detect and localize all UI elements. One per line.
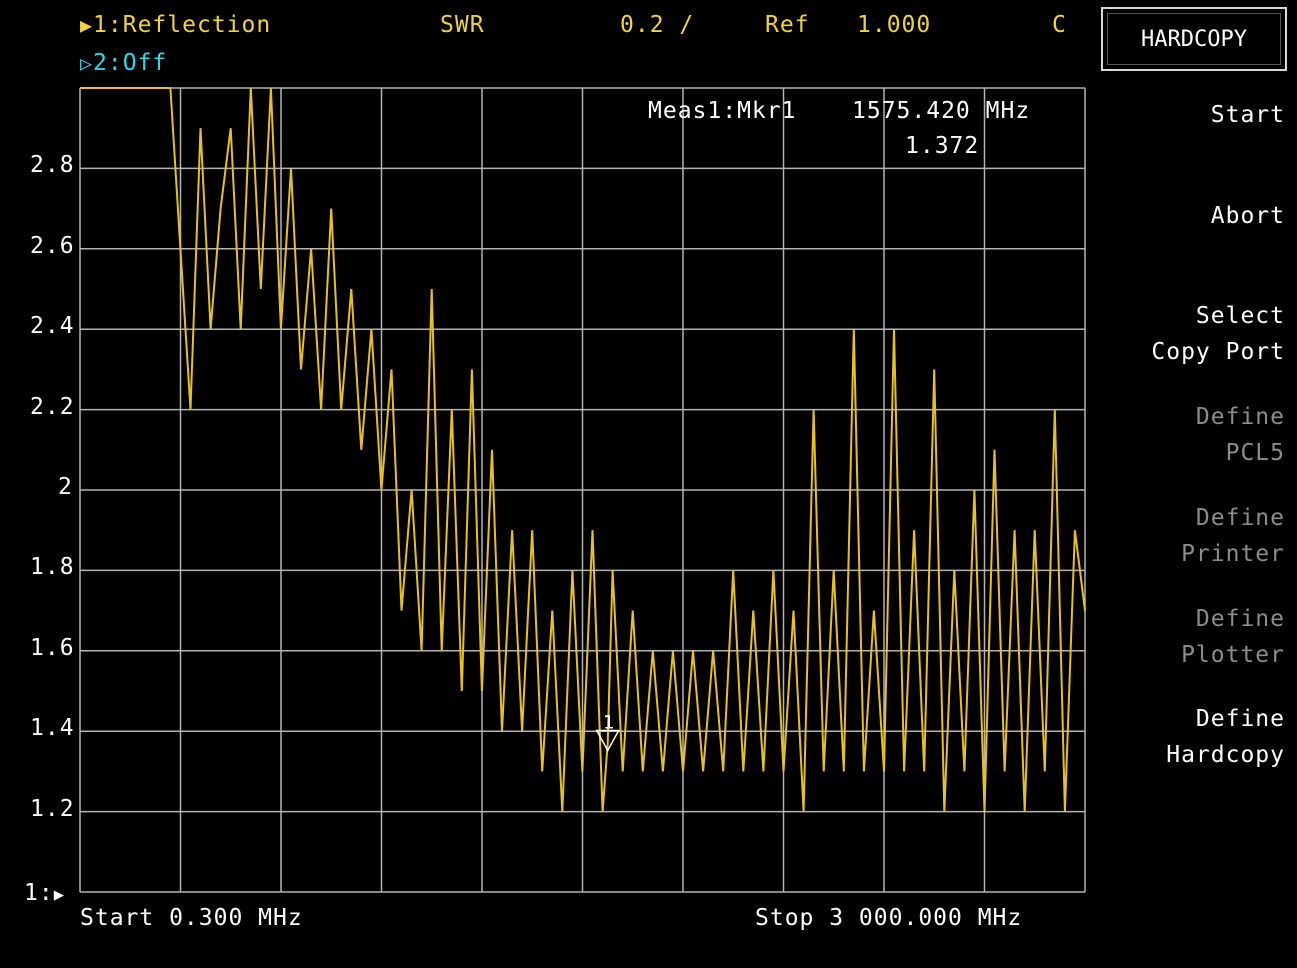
y-tick-label: 1.2 bbox=[30, 795, 75, 822]
softkey-start[interactable]: Start bbox=[1210, 102, 1285, 128]
ref-position-marker: 1:▶ bbox=[24, 880, 65, 906]
marker-triangle-icon bbox=[595, 729, 620, 753]
marker-frequency: 1575.420 MHz bbox=[852, 98, 1031, 124]
y-tick-label: 2 bbox=[58, 474, 73, 500]
y-tick-label: 1.4 bbox=[30, 715, 75, 742]
softkey-define-pcl5[interactable]: Define PCL5 bbox=[1195, 404, 1285, 466]
softkey-panel bbox=[1095, 0, 1297, 968]
y-tick-label: 1.6 bbox=[30, 634, 75, 661]
inactive-trace-triangle-icon: ▷ bbox=[80, 51, 94, 75]
swr-trace bbox=[80, 87, 1086, 812]
softkey-select-copy-port[interactable]: Select Copy Port bbox=[1151, 303, 1285, 365]
format-label: SWR bbox=[440, 12, 485, 38]
marker-1: 1 bbox=[595, 711, 620, 753]
softkey-define-printer[interactable]: Define Printer bbox=[1181, 505, 1285, 567]
active-trace-triangle-icon: ▶ bbox=[80, 13, 94, 37]
stop-frequency: Stop 3 000.000 MHz bbox=[755, 905, 1023, 931]
y-tick-label: 2.2 bbox=[30, 393, 75, 420]
marker-value: 1.372 bbox=[905, 133, 980, 159]
ref-position-triangle-icon: ▶ bbox=[53, 885, 65, 905]
softkey-define-plotter[interactable]: Define Plotter bbox=[1181, 606, 1285, 668]
softkey-abort[interactable]: Abort bbox=[1210, 203, 1285, 229]
y-tick-label: 2.8 bbox=[30, 152, 75, 179]
ref-value: 1.000 bbox=[857, 12, 932, 38]
cal-flag: C bbox=[1052, 12, 1067, 38]
ref-label: Ref bbox=[765, 12, 810, 38]
trace1-label[interactable]: ▶1:Reflection bbox=[80, 12, 272, 38]
y-tick-label: 2.4 bbox=[30, 313, 75, 340]
trace2-label[interactable]: ▷2:Off bbox=[80, 50, 168, 76]
marker-readout-label: Meas1:Mkr1 bbox=[648, 98, 797, 124]
y-tick-label: 1.8 bbox=[30, 554, 75, 581]
scale-label: 0.2 / bbox=[620, 12, 695, 38]
marker-number: 1 bbox=[603, 711, 614, 733]
softkey-define-hardcopy[interactable]: Define Hardcopy bbox=[1166, 706, 1285, 768]
y-tick-label: 2.6 bbox=[30, 232, 75, 259]
start-frequency: Start 0.300 MHz bbox=[80, 905, 303, 931]
softkey-title-hardcopy: HARDCOPY bbox=[1101, 7, 1287, 71]
